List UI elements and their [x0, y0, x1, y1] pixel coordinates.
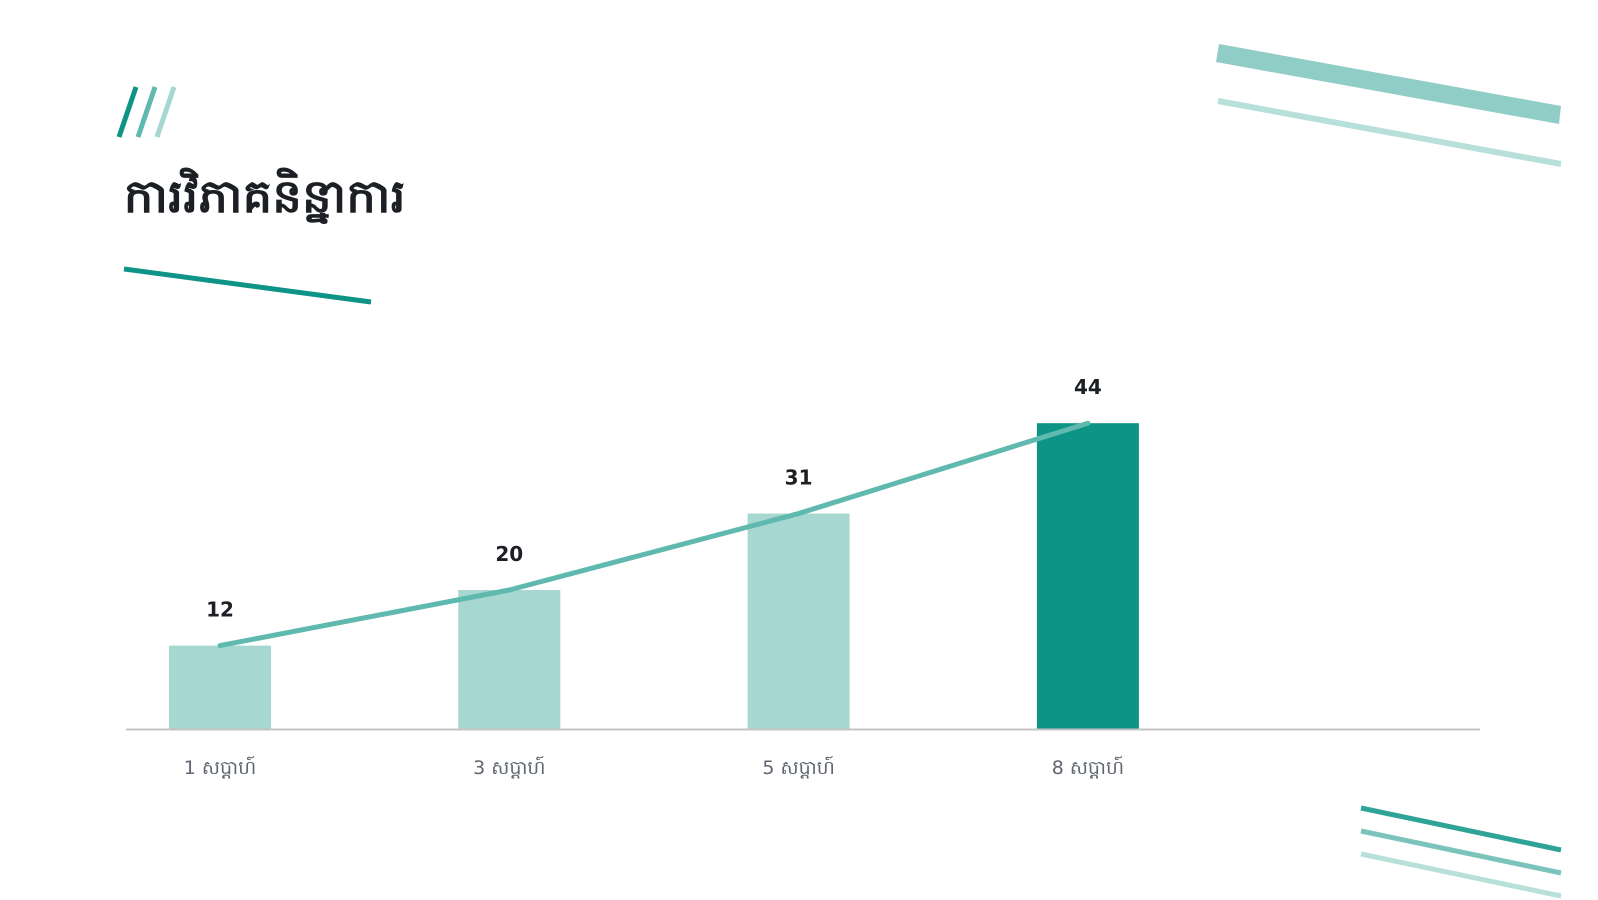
x-tick-label-1: 1 សប្ដាហ៍ [184, 755, 256, 779]
slide-title: ការវិភាគនិន្នាការ [124, 169, 406, 223]
bar-2 [458, 590, 561, 729]
data-label-3: 31 [785, 466, 813, 490]
trend-line [217, 420, 1091, 649]
x-tick-label-4: 8 សប្ដាហ៍ [1052, 755, 1124, 779]
labels-layer: 12 20 31 44 [206, 375, 1102, 621]
data-label-1: 12 [206, 598, 234, 622]
data-label-4: 44 [1074, 375, 1102, 399]
bars-layer [169, 423, 1139, 729]
bar-4 [1036, 423, 1139, 729]
data-label-2: 20 [495, 542, 523, 566]
bar-3 [747, 513, 850, 729]
x-tick-label-3: 5 សប្ដាហ៍ [762, 755, 834, 779]
x-tick-label-2: 3 សប្ដាហ៍ [473, 755, 545, 779]
x-tick-labels: 1 សប្ដាហ៍ 3 សប្ដាហ៍ 5 សប្ដាហ៍ 8 សប្ដាហ៍ [184, 755, 1124, 779]
bar-1 [169, 645, 271, 729]
